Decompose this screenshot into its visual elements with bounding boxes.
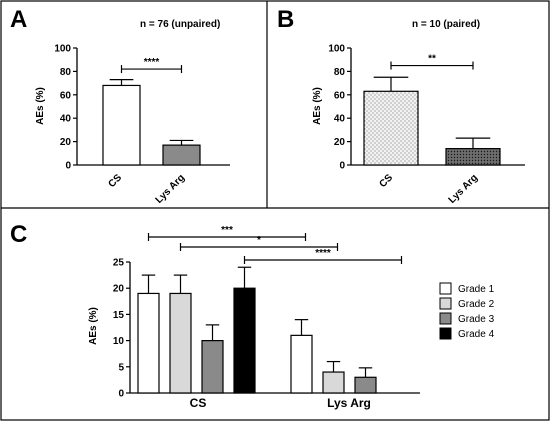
- panel-a-subtitle: n = 76 (unpaired): [140, 19, 220, 30]
- panel-letter-c: C: [10, 221, 27, 248]
- legend-label: Grade 1: [458, 284, 495, 295]
- panel-b-y-tick-label: 100: [328, 44, 345, 55]
- panel-a-y-tick-label: 60: [60, 90, 72, 101]
- panel-c-y-tick-label: 0: [118, 389, 124, 400]
- panel-b-y-tick-label: 20: [334, 137, 346, 148]
- panel-a-y-tick-label: 20: [60, 137, 72, 148]
- panel-b-category-label: CS: [378, 172, 396, 190]
- panel-c-bar: [137, 292, 160, 394]
- panel-a-y-tick-label: 80: [60, 67, 72, 78]
- panel-b-bar: [445, 148, 501, 166]
- panel-a-category-label: Lys Arg: [154, 172, 188, 206]
- panel-b-y-tick-label: 0: [339, 161, 345, 172]
- legend: Grade 1 Grade 2 Grade 3 Grade 4: [439, 282, 495, 340]
- panel-c-ylabel: AEs (%): [88, 307, 99, 345]
- legend-swatch-grade-1: [439, 282, 452, 295]
- panel-c-category-label: CS: [190, 396, 207, 410]
- panel-b-category-label: Lys Arg: [447, 172, 481, 206]
- panel-b-y-tick-label: 40: [334, 114, 346, 125]
- legend-label: Grade 4: [458, 329, 495, 340]
- legend-swatch-grade-4: [439, 327, 452, 340]
- panel-letter-a: A: [10, 6, 27, 33]
- panel-c-bar: [322, 371, 345, 394]
- panel-c-significance-label: *: [257, 235, 261, 246]
- legend-label: Grade 3: [458, 314, 495, 325]
- panel-a-ylabel: AEs (%): [35, 87, 46, 125]
- chart-marks: 020406080100****020406080100**0510152025…: [54, 44, 525, 400]
- panel-c-category-label: Lys Arg: [327, 396, 371, 410]
- panel-c-y-tick-label: 15: [113, 310, 125, 321]
- panel-c-significance-label: ****: [315, 248, 331, 259]
- panel-a-category-label: CS: [107, 172, 125, 190]
- panel-c-y-tick-label: 10: [113, 336, 125, 347]
- panel-c-y-tick-label: 25: [113, 258, 125, 269]
- panel-b-subtitle: n = 10 (paired): [412, 19, 480, 30]
- panel-a-bar: [162, 144, 201, 166]
- legend-swatch-grade-2: [439, 297, 452, 310]
- panel-a-significance-label: ****: [144, 57, 160, 68]
- legend-label: Grade 2: [458, 299, 495, 310]
- legend-swatch-grade-3: [439, 312, 452, 325]
- panel-b-significance-label: **: [428, 54, 436, 65]
- panel-b-y-tick-label: 80: [334, 67, 346, 78]
- panel-b-bar: [363, 90, 419, 166]
- panel-c-bar: [290, 334, 313, 394]
- panel-c-y-tick-label: 5: [118, 362, 124, 373]
- panel-a-y-tick-label: 100: [54, 44, 71, 55]
- panel-a-y-tick-label: 40: [60, 114, 72, 125]
- panel-c-bar: [201, 340, 224, 394]
- panel-letter-b: B: [277, 6, 294, 33]
- panel-c-bar: [169, 292, 192, 394]
- panel-a-bar: [102, 84, 141, 166]
- panel-c-significance-label: ***: [221, 225, 233, 236]
- panel-b-ylabel: AEs (%): [312, 87, 323, 125]
- panel-b-y-tick-label: 60: [334, 90, 346, 101]
- panel-c-y-tick-label: 20: [113, 284, 125, 295]
- panel-c-bar: [233, 287, 256, 394]
- panel-c-bar: [354, 376, 377, 394]
- panel-a-y-tick-label: 0: [65, 161, 71, 172]
